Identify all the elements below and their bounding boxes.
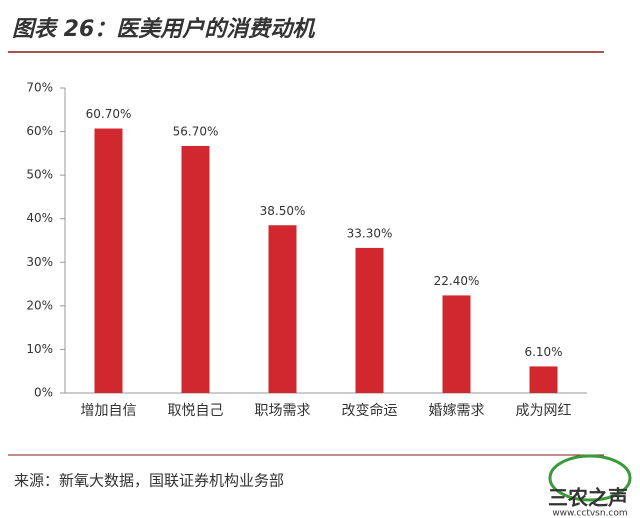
x-tick-label: 取悦自己 [168,403,224,419]
watermark: 三农之声 [548,486,628,510]
value-label: 60.70% [86,107,132,121]
x-tick-label: 改变命运 [342,402,398,419]
source-note: 来源：新氧大数据，国联证券机构业务部 [14,472,284,490]
x-tick-label: 婚嫁需求 [429,403,485,419]
bar [529,366,558,393]
chart-title: 图表 26：医美用户的消费动机 [12,16,316,42]
value-label: 33.30% [347,226,393,240]
y-tick-label: 10% [26,342,53,356]
bar [181,145,210,393]
y-tick-label: 50% [26,168,53,182]
value-label: 56.70% [173,124,219,138]
y-tick-label: 60% [26,124,53,138]
y-tick-label: 0% [34,386,53,400]
y-tick-label: 30% [26,255,53,269]
value-label: 6.10% [524,345,562,359]
bar [94,128,123,393]
value-label: 22.40% [434,274,480,288]
y-tick-label: 20% [26,298,53,312]
x-tick-label: 增加自信 [81,403,137,419]
watermark-url: www.cctvsn.com [552,509,627,518]
y-tick-label: 70% [26,81,53,95]
x-tick-label: 成为网红 [516,403,572,419]
y-tick-label: 40% [26,211,53,225]
x-tick-label: 职场需求 [255,403,311,419]
value-label: 38.50% [260,204,306,218]
watermark-logo [548,454,632,502]
bar [442,295,471,393]
bar [268,225,297,393]
bar [355,247,384,393]
